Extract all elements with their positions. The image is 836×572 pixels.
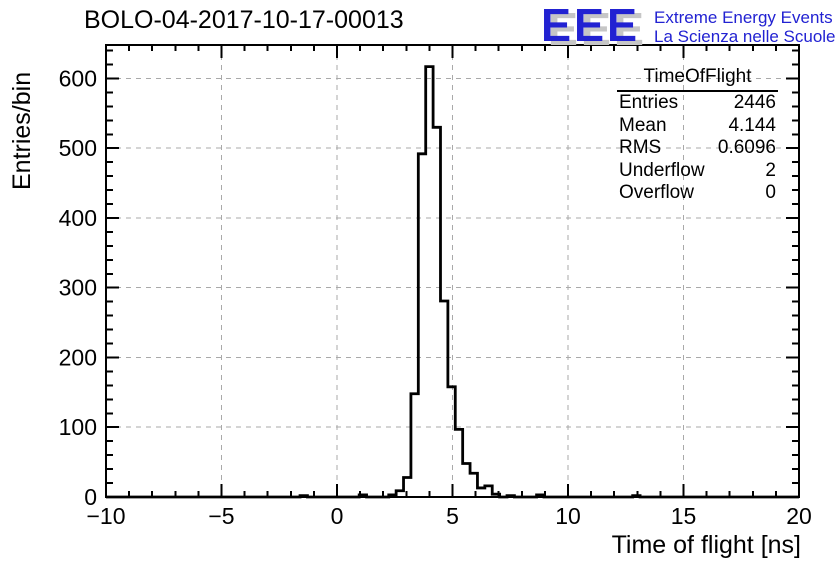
stats-label: Entries: [619, 92, 679, 113]
plot-title: BOLO-04-2017-10-17-00013: [84, 6, 404, 34]
stats-value: 2446: [733, 92, 776, 113]
stats-label: Mean: [619, 114, 667, 136]
stats-row-overflow: Overflow 0: [617, 182, 778, 205]
svg-text:300: 300: [59, 275, 97, 301]
svg-text:0: 0: [84, 484, 97, 510]
stats-row-rms: RMS 0.6096: [617, 137, 778, 160]
stats-value: 0.6096: [717, 137, 776, 158]
eee-logo-taglines: Extreme Energy Events La Scienza nelle S…: [654, 8, 835, 46]
eee-tagline-english: Extreme Energy Events: [654, 8, 833, 27]
svg-text:0: 0: [331, 503, 344, 529]
stats-value: 2: [765, 159, 776, 181]
eee-logo-acronym: EEE: [541, 0, 641, 51]
svg-text:−10: −10: [86, 503, 125, 529]
stats-label: RMS: [619, 137, 662, 158]
svg-text:20: 20: [786, 503, 812, 529]
stats-row-mean: Mean 4.144: [617, 115, 778, 138]
stats-row-entries: Entries 2446: [617, 92, 778, 115]
eee-tagline-italian: La Scienza nelle Scuole: [654, 27, 836, 46]
stats-row-underflow: Underflow 2: [617, 160, 778, 183]
svg-text:10: 10: [555, 503, 581, 529]
svg-text:200: 200: [59, 344, 97, 370]
svg-text:500: 500: [59, 135, 97, 161]
svg-text:5: 5: [446, 503, 459, 529]
stats-value: 0: [765, 182, 776, 203]
svg-text:100: 100: [59, 414, 97, 440]
svg-text:15: 15: [671, 503, 697, 529]
svg-text:−5: −5: [208, 503, 234, 529]
stats-label: Overflow: [619, 182, 694, 203]
y-axis-title: Entries/bin: [8, 71, 36, 190]
stats-box: TimeOfFlight Entries 2446 Mean 4.144 RMS…: [617, 66, 778, 205]
stats-box-title: TimeOfFlight: [617, 66, 778, 92]
eee-logo: EEE Extreme Energy Events La Scienza nel…: [541, 0, 836, 51]
svg-text:600: 600: [59, 65, 97, 91]
x-axis-title: Time of flight [ns]: [611, 531, 801, 559]
stats-label: Underflow: [619, 159, 705, 181]
svg-text:400: 400: [59, 205, 97, 231]
stats-value: 4.144: [728, 114, 776, 136]
